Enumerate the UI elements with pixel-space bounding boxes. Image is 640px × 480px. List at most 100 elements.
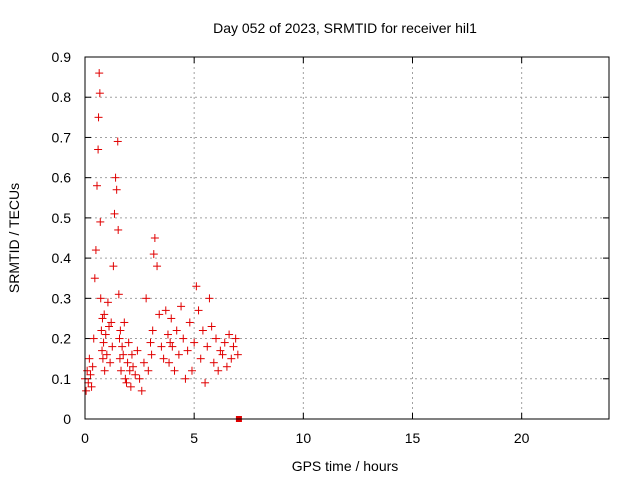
- data-point: [82, 386, 91, 395]
- data-point: [216, 346, 225, 355]
- data-point: [121, 374, 130, 383]
- data-point: [163, 330, 172, 339]
- data-point: [137, 386, 146, 395]
- data-point: [177, 302, 186, 311]
- data-point: [86, 370, 95, 379]
- data-point: [98, 314, 107, 323]
- data-point: [127, 350, 136, 359]
- data-point: [110, 209, 119, 218]
- data-point: [122, 378, 131, 387]
- data-point: [123, 358, 132, 367]
- data-point: [115, 334, 124, 343]
- data-point: [98, 346, 107, 355]
- grid: [85, 57, 609, 419]
- x-tick-label: 20: [514, 430, 530, 446]
- y-tick-label: 0.4: [52, 250, 72, 266]
- data-point: [159, 354, 168, 363]
- data-point: [129, 362, 138, 371]
- data-point: [155, 310, 164, 319]
- data-point: [225, 330, 234, 339]
- y-tick-label: 0.8: [52, 89, 72, 105]
- data-point: [185, 318, 194, 327]
- data-point: [187, 366, 196, 375]
- data-point: [209, 358, 218, 367]
- data-point: [135, 374, 144, 383]
- data-point: [142, 294, 151, 303]
- data-point: [168, 342, 177, 351]
- data-point: [201, 378, 210, 387]
- data-point: [172, 326, 181, 335]
- x-tick-label: 0: [81, 430, 89, 446]
- y-tick-label: 0.2: [52, 331, 72, 347]
- data-point: [85, 354, 94, 363]
- data-point: [88, 362, 97, 371]
- data-point: [119, 350, 128, 359]
- axes: 0 0.1 0.2 0.3 0.4 0.5 0.6 0.7 0.8 0.9 0 5 10 15 20: [52, 49, 609, 446]
- data-point: [96, 217, 105, 226]
- data-point: [100, 366, 109, 375]
- data-point: [117, 366, 126, 375]
- data-point: [114, 225, 123, 234]
- y-tick-label: 0.3: [52, 290, 72, 306]
- data-point: [222, 362, 231, 371]
- data-point: [220, 338, 229, 347]
- data-point: [107, 318, 116, 327]
- data-point: [229, 342, 238, 351]
- data-point: [133, 346, 142, 355]
- x-tick-label: 15: [405, 430, 421, 446]
- data-point: [126, 382, 135, 391]
- data-point: [97, 326, 106, 335]
- data-point: [124, 338, 133, 347]
- data-point: [95, 89, 104, 98]
- data-point: [94, 145, 103, 154]
- data-point: [125, 366, 134, 375]
- data-point: [144, 366, 153, 375]
- data-point: [89, 334, 98, 343]
- data-point: [91, 246, 100, 255]
- y-tick-label: 0: [63, 411, 71, 427]
- y-axis-label: SRMTID / TECUs: [6, 183, 22, 293]
- data-point: [218, 350, 227, 359]
- y-tick-label: 0.1: [52, 371, 72, 387]
- data-point: [139, 358, 148, 367]
- data-point: [165, 358, 174, 367]
- data-point: [111, 173, 120, 182]
- data-point: [131, 370, 140, 379]
- data-point: [87, 382, 96, 391]
- y-tick-label: 0.7: [52, 129, 72, 145]
- data-point: [166, 338, 175, 347]
- data-point: [118, 342, 127, 351]
- data-point: [112, 185, 121, 194]
- data-point: [231, 334, 240, 343]
- data-point: [90, 274, 99, 283]
- data-point: [157, 342, 166, 351]
- chart-title: Day 052 of 2023, SRMTID for receiver hil…: [213, 20, 477, 36]
- data-point: [161, 306, 170, 315]
- plot-frame: [84, 56, 610, 420]
- data-point: [115, 354, 124, 363]
- data-point: [95, 69, 104, 78]
- data-point: [99, 338, 108, 347]
- data-point: [194, 306, 203, 315]
- data-point: [101, 330, 110, 339]
- data-point: [108, 342, 117, 351]
- data-point: [93, 181, 102, 190]
- x-axis-label: GPS time / hours: [292, 458, 399, 474]
- data-point: [98, 354, 107, 363]
- data-point: [103, 298, 112, 307]
- data-point: [114, 290, 123, 299]
- data-point: [113, 137, 122, 146]
- data-point: [192, 282, 201, 291]
- data-point: [147, 350, 156, 359]
- data-point: [146, 338, 155, 347]
- data-point: [212, 334, 220, 343]
- data-point: [233, 350, 242, 359]
- y-tick-label: 0.6: [52, 170, 72, 186]
- data-point: [96, 294, 105, 303]
- data-point: [116, 326, 125, 335]
- y-tick-label: 0.5: [52, 210, 72, 226]
- data-point: [149, 250, 158, 259]
- data-point: [153, 262, 162, 271]
- data-point: [84, 378, 93, 387]
- data-point: [183, 346, 192, 355]
